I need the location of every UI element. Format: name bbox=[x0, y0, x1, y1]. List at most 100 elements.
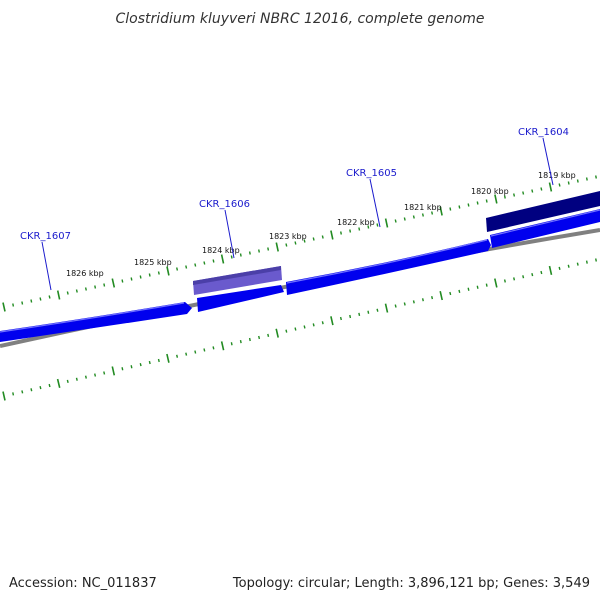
outer-scale-ruler bbox=[2, 175, 597, 312]
ruler-minor-tick bbox=[75, 377, 78, 381]
ruler-minor-tick bbox=[48, 295, 51, 299]
ruler-minor-tick bbox=[48, 383, 51, 388]
ruler-major-tick bbox=[548, 265, 553, 275]
ruler-major-tick bbox=[111, 278, 116, 288]
ruler-minor-tick bbox=[66, 379, 69, 383]
ruler-minor-tick bbox=[194, 350, 197, 354]
ruler-minor-tick bbox=[567, 181, 570, 185]
ruler-minor-tick bbox=[339, 316, 342, 321]
ruler-minor-tick bbox=[121, 367, 124, 371]
ruler-minor-tick bbox=[94, 373, 97, 377]
gene-label-ckr1607[interactable]: CKR_1607 bbox=[20, 231, 71, 242]
ruler-minor-tick bbox=[75, 289, 78, 293]
ruler-minor-tick bbox=[21, 301, 24, 305]
ruler-minor-tick bbox=[267, 333, 270, 337]
ruler-major-tick bbox=[275, 242, 279, 252]
ruler-major-tick bbox=[384, 303, 389, 313]
ruler-minor-tick bbox=[267, 247, 270, 251]
ruler-major-tick bbox=[330, 230, 334, 240]
ruler-minor-tick bbox=[467, 203, 470, 207]
ruler-minor-tick bbox=[358, 312, 361, 317]
ruler-major-tick bbox=[439, 206, 443, 216]
ruler-minor-tick bbox=[103, 371, 106, 375]
ruler-minor-tick bbox=[485, 199, 488, 203]
ruler-minor-tick bbox=[513, 277, 516, 281]
ruler-major-tick bbox=[439, 291, 443, 301]
ruler-minor-tick bbox=[540, 187, 543, 191]
ruler-minor-tick bbox=[185, 265, 188, 269]
gene-label-ckr1606[interactable]: CKR_1606 bbox=[199, 199, 250, 210]
ruler-minor-tick bbox=[513, 193, 516, 197]
gene-label-ckr1604[interactable]: CKR_1604 bbox=[518, 127, 569, 138]
ruler-minor-tick bbox=[239, 339, 242, 344]
ruler-minor-tick bbox=[503, 195, 506, 199]
ruler-minor-tick bbox=[303, 239, 306, 243]
gene-box-ckr1604[interactable] bbox=[486, 191, 600, 232]
ruler-minor-tick bbox=[157, 271, 160, 275]
ruler-label: 1826 kbp bbox=[66, 269, 104, 278]
map-title: Clostridium kluyveri NBRC 12016, complet… bbox=[115, 11, 484, 27]
ruler-minor-tick bbox=[522, 275, 525, 279]
gene-labels: CKR_1607 CKR_1606 CKR_1605 CKR_1604 bbox=[20, 127, 569, 291]
ruler-minor-tick bbox=[567, 264, 570, 268]
leader-line-ckr1605 bbox=[369, 178, 381, 228]
inner-scale-ruler bbox=[2, 258, 597, 401]
ruler-minor-tick bbox=[39, 386, 42, 390]
ruler-minor-tick bbox=[30, 388, 33, 392]
ruler-minor-tick bbox=[503, 279, 506, 283]
ruler-major-tick bbox=[166, 353, 170, 363]
ruler-major-tick bbox=[548, 182, 553, 192]
ruler-minor-tick bbox=[94, 285, 97, 289]
ruler-minor-tick bbox=[458, 205, 461, 209]
ruler-minor-tick bbox=[576, 179, 579, 183]
ruler-minor-tick bbox=[540, 270, 543, 275]
ruler-minor-tick bbox=[367, 310, 370, 314]
ruler-minor-tick bbox=[412, 300, 415, 304]
ruler-minor-tick bbox=[376, 308, 379, 312]
ruler-minor-tick bbox=[258, 249, 260, 253]
ruler-minor-tick bbox=[412, 215, 415, 219]
leader-line-ckr1606 bbox=[224, 209, 235, 259]
gene-track bbox=[0, 191, 600, 342]
ruler-label: 1825 kbp bbox=[134, 258, 172, 267]
ruler-major-tick bbox=[494, 194, 498, 204]
gene-box-ckr1606-shine bbox=[193, 266, 281, 285]
ruler-minor-tick bbox=[12, 303, 15, 307]
ruler-minor-tick bbox=[595, 258, 597, 262]
gene-label-ckr1605[interactable]: CKR_1605 bbox=[346, 168, 397, 179]
ruler-minor-tick bbox=[476, 201, 479, 205]
ruler-minor-tick bbox=[303, 325, 306, 329]
ruler-minor-tick bbox=[176, 267, 179, 271]
ruler-labels: 1826 kbp 1825 kbp 1824 kbp 1823 kbp 1822… bbox=[66, 171, 576, 278]
accession-text: Accession: NC_011837 bbox=[9, 576, 157, 591]
ruler-minor-tick bbox=[485, 283, 488, 287]
ruler-minor-tick bbox=[185, 352, 188, 356]
gene-arrow-ckr1604[interactable] bbox=[490, 209, 600, 248]
ruler-minor-tick bbox=[130, 365, 133, 369]
gene-arrow-ckr1605-highlight bbox=[286, 239, 488, 284]
ruler-minor-tick bbox=[139, 363, 142, 367]
ruler-minor-tick bbox=[294, 327, 297, 331]
ruler-minor-tick bbox=[558, 266, 561, 270]
ruler-minor-tick bbox=[312, 237, 315, 241]
ruler-minor-tick bbox=[476, 285, 479, 289]
ruler-minor-tick bbox=[203, 261, 206, 265]
ruler-minor-tick bbox=[449, 207, 452, 211]
ruler-minor-tick bbox=[467, 287, 470, 291]
ruler-major-tick bbox=[330, 316, 334, 326]
ruler-major-tick bbox=[56, 378, 61, 388]
ruler-major-tick bbox=[494, 278, 498, 288]
ruler-major-tick bbox=[56, 290, 61, 300]
ruler-minor-tick bbox=[121, 279, 124, 283]
ruler-minor-tick bbox=[576, 262, 579, 266]
ruler-minor-tick bbox=[403, 302, 406, 306]
ruler-minor-tick bbox=[585, 177, 588, 181]
ruler-minor-tick bbox=[12, 392, 15, 396]
gene-arrow-ckr1607[interactable] bbox=[0, 302, 192, 342]
ruler-label: 1824 kbp bbox=[202, 246, 240, 255]
ruler-minor-tick bbox=[340, 231, 342, 235]
gene-arrow-ckr1605[interactable] bbox=[286, 239, 491, 295]
ruler-label: 1820 kbp bbox=[471, 187, 509, 196]
ruler-major-tick bbox=[220, 341, 225, 351]
gene-arrow-ckr1606-lower[interactable] bbox=[197, 285, 284, 312]
